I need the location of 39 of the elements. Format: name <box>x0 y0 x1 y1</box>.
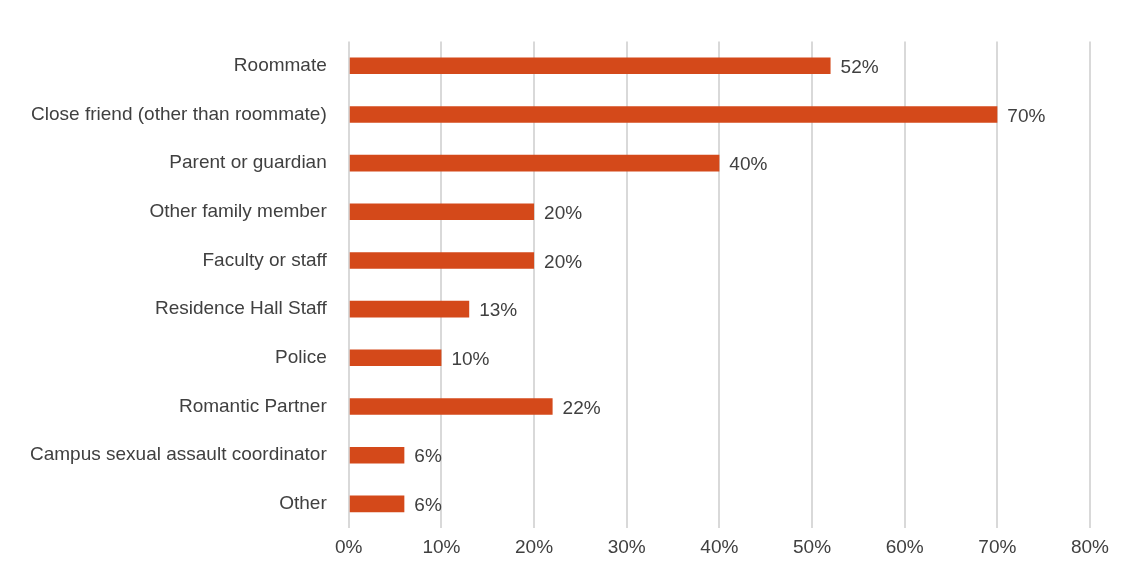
x-tick-label: 60% <box>885 535 924 557</box>
data-label: 52% <box>840 55 879 77</box>
y-tick-label: Faculty or staff <box>202 248 328 270</box>
y-tick-label: Parent or guardian <box>169 151 327 173</box>
data-label: 22% <box>562 396 601 418</box>
bar <box>349 446 405 464</box>
data-label: 10% <box>451 348 490 370</box>
y-tick-label: Residence Hall Staff <box>154 297 328 319</box>
bar <box>349 57 831 75</box>
bar <box>349 252 535 269</box>
x-tick-label: 40% <box>700 535 739 557</box>
x-tick-label: 10% <box>422 535 461 557</box>
y-tick-label: Romantic Partner <box>178 394 328 416</box>
bar <box>349 154 720 172</box>
x-tick-label: 50% <box>793 535 832 557</box>
data-label: 6% <box>414 494 442 516</box>
data-label: 6% <box>414 445 442 467</box>
y-tick-label: Other family member <box>149 200 328 222</box>
bar <box>349 106 998 123</box>
data-label: 20% <box>544 250 583 272</box>
bar <box>349 398 553 415</box>
x-tick-label: 80% <box>1070 535 1110 557</box>
data-label: 13% <box>479 299 518 321</box>
data-label: 70% <box>1007 104 1046 126</box>
x-tick-label: 20% <box>515 535 554 557</box>
y-tick-label: Campus sexual assault coordinator <box>30 443 328 465</box>
bar <box>349 349 442 367</box>
bar <box>349 300 470 318</box>
x-tick-label: 70% <box>978 535 1017 557</box>
x-tick-label: 30% <box>607 535 646 557</box>
y-tick-label: Close friend (other than roommate) <box>31 102 327 124</box>
y-tick-label: Roommate <box>233 53 327 75</box>
y-tick-label: Other <box>279 492 328 514</box>
data-label: 20% <box>544 202 583 224</box>
bar <box>349 495 405 513</box>
x-tick-label: 0% <box>335 535 363 557</box>
bar <box>349 203 535 221</box>
y-tick-label: Police <box>275 346 327 368</box>
data-label: 40% <box>729 153 768 175</box>
